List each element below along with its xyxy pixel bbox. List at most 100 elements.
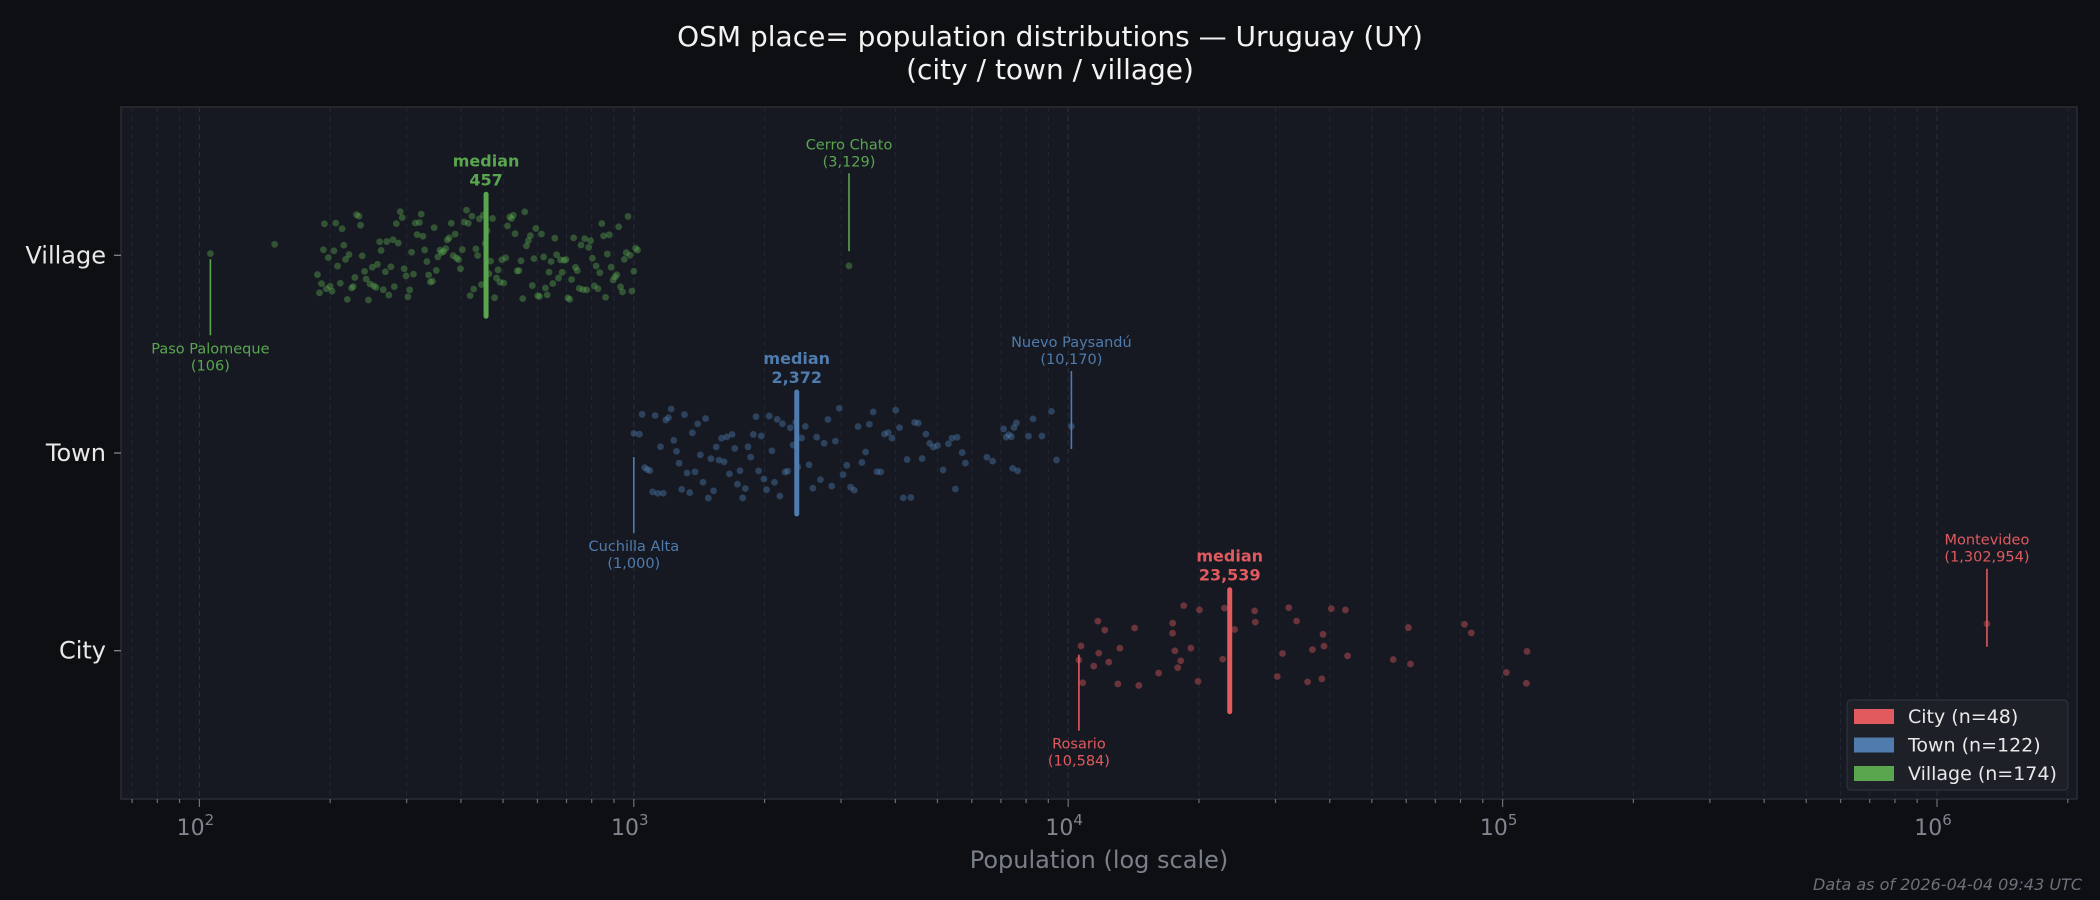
city-point: [1131, 624, 1139, 632]
town-point: [809, 484, 817, 492]
village-point: [622, 249, 630, 257]
village-point: [440, 248, 448, 255]
annotation-value: (10,584): [1048, 754, 1110, 770]
city-point: [1155, 669, 1163, 677]
town-point: [702, 415, 709, 422]
village-point: [579, 286, 587, 294]
village-point: [502, 254, 510, 262]
town-point: [813, 433, 821, 441]
village-point: [517, 257, 525, 265]
village-point: [498, 256, 506, 264]
town-point: [884, 429, 892, 436]
annotation-name: Montevideo: [1945, 533, 2030, 549]
village-point: [543, 291, 551, 299]
annotation-value: (3,129): [823, 154, 876, 170]
annotation-value: (1,302,954): [1944, 550, 2029, 566]
village-point: [336, 279, 344, 287]
town-point: [771, 478, 778, 486]
town-point: [696, 451, 704, 459]
x-tick-base: 10: [611, 816, 639, 841]
village-point: [557, 256, 564, 264]
city-point: [1169, 629, 1176, 637]
city-point: [1095, 649, 1103, 657]
city-point: [1502, 669, 1510, 676]
village-point: [508, 215, 515, 222]
town-point: [907, 494, 915, 501]
village-point: [460, 218, 468, 226]
town-point: [683, 469, 691, 477]
village-point: [603, 250, 611, 258]
x-tick-exponent: 4: [1073, 811, 1083, 829]
village-point: [326, 282, 334, 290]
town-point: [662, 416, 670, 424]
town-point: [784, 467, 792, 475]
village-point: [406, 286, 414, 294]
village-point: [410, 270, 417, 278]
village-point: [430, 224, 438, 232]
village-point: [368, 263, 376, 271]
town-point: [786, 424, 794, 432]
village-point: [449, 252, 457, 260]
village-point: [332, 219, 340, 227]
town-point: [635, 430, 643, 438]
village-point: [413, 231, 421, 239]
town-point: [1038, 432, 1046, 440]
annotation-name: Cerro Chato: [806, 137, 893, 153]
village-point: [572, 263, 579, 271]
town-point: [757, 432, 765, 440]
town-point: [1009, 464, 1017, 472]
town-point: [892, 406, 900, 414]
town-point: [865, 420, 873, 428]
town-point: [801, 422, 809, 430]
village-point: [615, 223, 623, 231]
village-point: [553, 251, 560, 259]
x-tick-label: 103: [611, 811, 649, 841]
village-point: [400, 265, 408, 273]
town-point: [781, 468, 789, 476]
town-point: [768, 447, 776, 455]
village-point: [568, 276, 575, 283]
city-point: [1342, 606, 1349, 614]
village-point: [509, 211, 517, 219]
village-point: [362, 275, 370, 283]
village-point: [426, 278, 434, 286]
town-point: [1048, 407, 1055, 415]
town-point: [939, 466, 947, 474]
village-point: [562, 256, 570, 263]
legend-swatch: [1854, 766, 1894, 781]
town-point: [728, 430, 736, 438]
city-point: [1177, 657, 1185, 665]
town-point: [752, 413, 760, 421]
city-point: [1196, 606, 1203, 614]
village-point: [322, 285, 330, 293]
village-point: [478, 281, 485, 288]
village-point: [506, 213, 514, 221]
village-point: [602, 293, 609, 301]
village-point: [519, 295, 527, 303]
village-point: [423, 258, 431, 265]
town-point: [707, 455, 715, 463]
village-point: [271, 240, 279, 248]
city-point: [1171, 647, 1179, 655]
village-point: [632, 244, 640, 252]
town-point: [798, 434, 805, 442]
legend-swatch: [1854, 709, 1894, 724]
village-point: [634, 246, 641, 254]
town-point: [850, 486, 858, 494]
village-point: [458, 246, 466, 253]
town-point: [654, 489, 662, 497]
y-tick-label: City: [59, 637, 106, 665]
village-point: [493, 274, 500, 282]
city-point: [1309, 646, 1316, 653]
city-point: [1079, 679, 1087, 687]
village-point: [398, 214, 406, 221]
town-point: [773, 415, 781, 423]
village-point: [314, 271, 321, 278]
village-point: [365, 296, 372, 304]
median-label: median: [1196, 547, 1263, 566]
city-point: [1094, 617, 1102, 625]
village-point: [372, 283, 380, 291]
village-point: [596, 269, 604, 277]
town-point: [763, 486, 770, 494]
town-point: [726, 470, 733, 478]
